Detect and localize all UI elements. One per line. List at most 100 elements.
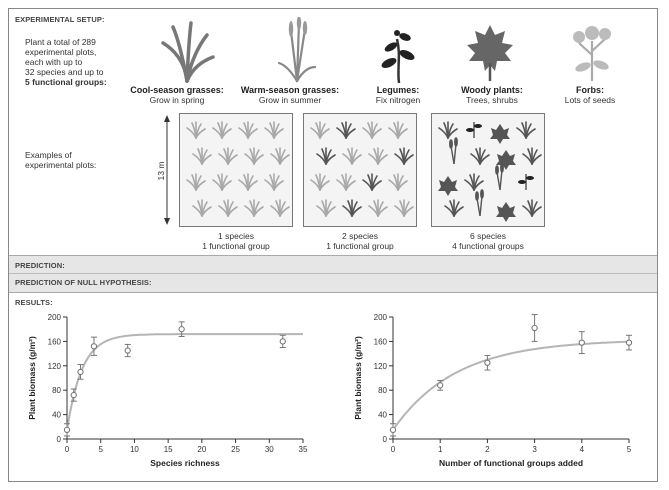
woody-glyph (496, 202, 516, 222)
grass-glyph (218, 199, 238, 217)
x-tick-label: 1 (438, 445, 443, 454)
grass-glyph (522, 147, 542, 165)
plot-2-caption: 2 species 1 functional group (295, 231, 425, 251)
y-tick-label: 160 (48, 337, 62, 346)
figure-frame: EXPERIMENTAL SETUP: Plant a total of 289… (8, 8, 658, 482)
data-point (77, 364, 84, 380)
y-tick-label: 40 (378, 411, 387, 420)
x-tick-label: 4 (580, 445, 585, 454)
grass-glyph (362, 173, 382, 191)
intro-line: experimental plots, (25, 47, 97, 57)
group-desc: Fix nitrogen (375, 95, 421, 105)
experimental-plot-1 (179, 113, 293, 227)
data-point (70, 388, 77, 402)
legume-icon (381, 30, 415, 84)
y-axis-label: Plant biomass (g/m²) (353, 336, 363, 420)
intro-bold-line: 5 functional groups: (25, 77, 107, 87)
examples-label: Examples of experimental plots: (25, 150, 135, 170)
warm-season-grass-icon (277, 17, 317, 83)
group-desc: Grow in spring (149, 95, 205, 105)
chart-functional-groups: 0 40 80 120 160 200 0 1 2 3 4 5 Number of functional… (353, 313, 633, 468)
x-axis-label: Species richness (150, 458, 220, 468)
grass-glyph (212, 173, 232, 191)
data-point (279, 334, 286, 348)
grass-glyph (192, 147, 212, 165)
grass-glyph (362, 121, 382, 139)
group-warm-season: Warm-season grasses: Grow in summer (235, 85, 345, 105)
x-tick-label: 20 (197, 445, 206, 454)
grass-glyph (244, 199, 264, 217)
experimental-plot-3 (431, 113, 545, 227)
grass-glyph (342, 199, 362, 217)
grass-glyph (186, 173, 206, 191)
grass-glyph (368, 199, 388, 217)
examples-line: Examples of (25, 150, 72, 160)
fit-curve (66, 333, 303, 430)
group-name: Warm-season grasses: (240, 85, 340, 95)
null-prediction-label: PREDICTION OF NULL HYPOTHESIS: (15, 278, 152, 287)
woody-glyph (490, 124, 510, 144)
grass-glyph (388, 173, 408, 191)
x-axis-label: Number of functional groups added (439, 458, 583, 468)
data-point (124, 343, 131, 358)
grass-glyph (438, 121, 458, 139)
intro-line: each with up to (25, 57, 83, 67)
x-tick-label: 15 (164, 445, 173, 454)
grass-glyph (192, 199, 212, 217)
intro-line: 32 species and up to (25, 67, 104, 77)
setup-header: EXPERIMENTAL SETUP: (15, 15, 105, 24)
x-tick-label: 25 (231, 445, 240, 454)
data-point (437, 379, 444, 391)
group-name: Woody plants: (461, 85, 523, 95)
data-point (178, 321, 185, 338)
grass-glyph (270, 147, 290, 165)
grass-glyph (394, 199, 414, 217)
group-desc: Lots of seeds (564, 95, 616, 105)
group-cool-season: Cool-season grasses: Grow in spring (127, 85, 227, 105)
y-tick-label: 0 (383, 435, 388, 444)
grass-glyph (244, 147, 264, 165)
caption-line: 1 species (218, 231, 254, 241)
plot-size-arrow (164, 115, 170, 225)
y-tick-label: 0 (57, 435, 62, 444)
data-point (531, 314, 538, 342)
grass-glyph (368, 147, 388, 165)
data-point (578, 331, 585, 355)
y-tick-label: 80 (378, 386, 387, 395)
data-point (63, 423, 71, 437)
grass-glyph (264, 121, 284, 139)
group-desc: Trees, shrubs (466, 95, 518, 105)
y-tick-label: 120 (48, 362, 62, 371)
x-tick-label: 2 (485, 445, 490, 454)
caption-line: 1 functional group (326, 241, 394, 251)
y-axis-label: Plant biomass (g/m²) (27, 336, 37, 420)
prediction-label: PREDICTION: (15, 261, 65, 270)
y-tick-label: 160 (374, 337, 388, 346)
intro-line: Plant a total of 289 (25, 37, 96, 47)
grass-glyph (218, 147, 238, 165)
warm-grass-glyph (495, 163, 504, 191)
woody-glyph (438, 176, 458, 196)
grass-glyph (212, 121, 232, 139)
legume-glyph (466, 122, 482, 138)
group-name: Legumes: (376, 85, 420, 95)
x-tick-label: 5 (627, 445, 632, 454)
data-point (484, 354, 491, 371)
caption-line: 2 species (342, 231, 378, 241)
woody-plant-icon (467, 25, 513, 81)
caption-line: 1 functional group (202, 241, 270, 251)
x-tick-label: 0 (65, 445, 70, 454)
grass-glyph (522, 199, 542, 217)
grass-glyph (388, 121, 408, 139)
x-tick-label: 3 (532, 445, 537, 454)
data-point (90, 336, 98, 356)
warm-grass-glyph (475, 189, 484, 217)
grass-glyph (516, 121, 536, 139)
caption-line: 6 species (470, 231, 506, 241)
setup-intro: Plant a total of 289 experimental plots,… (25, 37, 135, 87)
caption-line: 4 functional groups (452, 241, 524, 251)
cool-season-grass-icon (161, 21, 215, 83)
grass-glyph (238, 173, 258, 191)
grass-glyph (186, 121, 206, 139)
group-name: Forbs: (576, 85, 604, 95)
